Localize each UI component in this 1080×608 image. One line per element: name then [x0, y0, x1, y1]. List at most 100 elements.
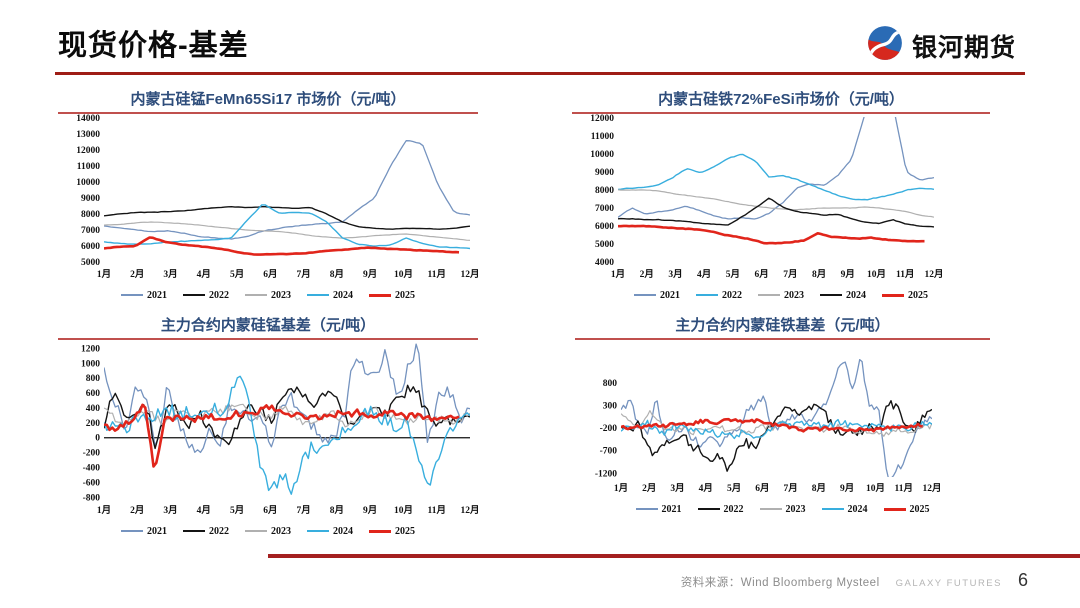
svg-text:12月: 12月 — [922, 483, 941, 494]
chart-simn-basis: 主力合约内蒙硅锰基差（元/吨） 1200 1000 800 600 400 200 0 -20… — [58, 314, 480, 540]
legend-item: 2023 — [759, 504, 806, 515]
legend-label: 2025 — [908, 289, 928, 301]
chart-title: 内蒙古硅铁72%FeSi市场价（元/吨） — [572, 88, 990, 114]
svg-text:5月: 5月 — [230, 269, 244, 280]
svg-text:8000: 8000 — [81, 210, 100, 220]
svg-text:400: 400 — [86, 404, 101, 414]
svg-text:12月: 12月 — [460, 269, 478, 280]
svg-text:8000: 8000 — [595, 186, 614, 196]
legend-item: 2024 — [821, 503, 868, 515]
svg-text:-200: -200 — [600, 424, 618, 434]
legend-swatch — [183, 294, 205, 296]
legend-item: 2024 — [820, 290, 866, 301]
legend-item: 2021 — [634, 290, 680, 301]
brand-logo: 银河期货 — [866, 24, 1016, 67]
svg-text:5000: 5000 — [595, 240, 614, 250]
chart-plot-area: 800 300 -200 -700 -1200 1月 2月 3月 4月 5月 6月 7月 8月 9月 10月… — [575, 340, 990, 500]
svg-text:2月: 2月 — [642, 483, 656, 494]
svg-text:12月: 12月 — [924, 269, 943, 280]
legend-item: 2024 — [307, 290, 353, 301]
legend-label: 2025 — [909, 503, 930, 515]
legend-swatch — [121, 530, 143, 532]
title-divider — [55, 72, 1025, 75]
svg-text:7月: 7月 — [783, 269, 797, 280]
svg-text:1月: 1月 — [97, 269, 111, 280]
legend-item: 2022 — [697, 504, 744, 515]
legend-item: 2022 — [183, 526, 229, 537]
svg-text:300: 300 — [603, 402, 618, 412]
legend-item: 2021 — [121, 290, 167, 301]
svg-text:11月: 11月 — [427, 505, 445, 516]
legend-swatch — [121, 294, 143, 296]
legend-swatch — [245, 294, 267, 296]
chart-legend: 2021 2022 2023 2024 2025 — [58, 286, 478, 304]
source-label: 资料来源：Wind Bloomberg Mysteel — [680, 577, 880, 589]
legend-item: 2025 — [369, 290, 415, 301]
svg-text:4月: 4月 — [699, 483, 713, 494]
legend-swatch — [307, 530, 329, 532]
page-number: 6 — [1017, 570, 1028, 590]
legend-item: 2025 — [369, 526, 415, 537]
svg-text:1月: 1月 — [97, 505, 111, 516]
svg-text:8月: 8月 — [330, 505, 344, 516]
svg-text:10月: 10月 — [394, 505, 413, 516]
logo-text: 银河期货 — [912, 33, 1017, 62]
svg-text:10月: 10月 — [866, 483, 885, 494]
svg-text:6000: 6000 — [595, 222, 614, 232]
legend-swatch — [369, 529, 391, 533]
legend-label: 2021 — [661, 503, 682, 515]
legend-label: 2023 — [784, 289, 804, 301]
svg-text:10月: 10月 — [394, 269, 413, 280]
legend-swatch — [697, 508, 720, 510]
legend-item: 2021 — [121, 526, 167, 537]
legend-label: 2025 — [395, 289, 415, 301]
legend-item: 2025 — [883, 503, 930, 515]
chart-fesi-basis: 主力合约内蒙硅铁基差（元/吨） 800 300 -200 -700 -1200 1月 2月 3… — [575, 314, 990, 518]
legend-swatch — [820, 294, 842, 296]
svg-text:-800: -800 — [83, 493, 101, 503]
brand-footer: GALAXY FUTURES — [895, 578, 1002, 589]
chart-plot-area: 1200 1000 800 600 400 200 0 -200 -400 -600 -800 1月 2… — [58, 340, 480, 522]
chart-title: 主力合约内蒙硅锰基差（元/吨） — [58, 314, 478, 340]
legend-label: 2024 — [847, 503, 868, 515]
svg-text:7000: 7000 — [81, 226, 100, 236]
svg-text:14000: 14000 — [76, 114, 100, 124]
svg-text:12000: 12000 — [76, 146, 100, 156]
svg-text:7月: 7月 — [297, 269, 311, 280]
legend-label: 2025 — [395, 525, 415, 537]
legend-label: 2021 — [660, 289, 680, 301]
footer-divider — [268, 554, 1080, 558]
legend-swatch — [635, 508, 658, 510]
legend-item: 2023 — [758, 290, 804, 301]
legend-label: 2021 — [147, 525, 167, 537]
svg-text:-700: -700 — [600, 447, 618, 457]
legend-label: 2022 — [209, 525, 229, 537]
legend-item: 2023 — [245, 526, 291, 537]
legend-swatch — [759, 508, 782, 510]
chart-legend: 2021 2022 2023 2024 2025 — [572, 286, 990, 304]
svg-text:13000: 13000 — [76, 130, 100, 140]
svg-text:2月: 2月 — [130, 269, 144, 280]
chart-title: 主力合约内蒙硅铁基差（元/吨） — [575, 314, 990, 340]
legend-item: 2025 — [882, 290, 928, 301]
legend-swatch — [369, 293, 391, 297]
legend-label: 2022 — [209, 289, 229, 301]
svg-text:5月: 5月 — [726, 269, 740, 280]
svg-text:4月: 4月 — [697, 269, 711, 280]
svg-text:6000: 6000 — [81, 242, 100, 252]
svg-text:200: 200 — [86, 419, 101, 429]
svg-text:1200: 1200 — [81, 344, 100, 354]
svg-text:9000: 9000 — [81, 194, 100, 204]
svg-text:9月: 9月 — [363, 505, 377, 516]
footer: 资料来源：Wind Bloomberg Mysteel GALAXY FUTUR… — [681, 570, 1028, 591]
svg-text:11月: 11月 — [894, 483, 912, 494]
chart-legend: 2021 2022 2023 2024 2025 — [575, 500, 990, 518]
svg-text:9月: 9月 — [363, 269, 377, 280]
svg-text:1000: 1000 — [81, 359, 100, 369]
legend-label: 2023 — [271, 289, 291, 301]
svg-text:9000: 9000 — [595, 168, 614, 178]
legend-label: 2024 — [333, 525, 353, 537]
svg-text:9月: 9月 — [840, 483, 854, 494]
legend-swatch — [883, 507, 906, 511]
